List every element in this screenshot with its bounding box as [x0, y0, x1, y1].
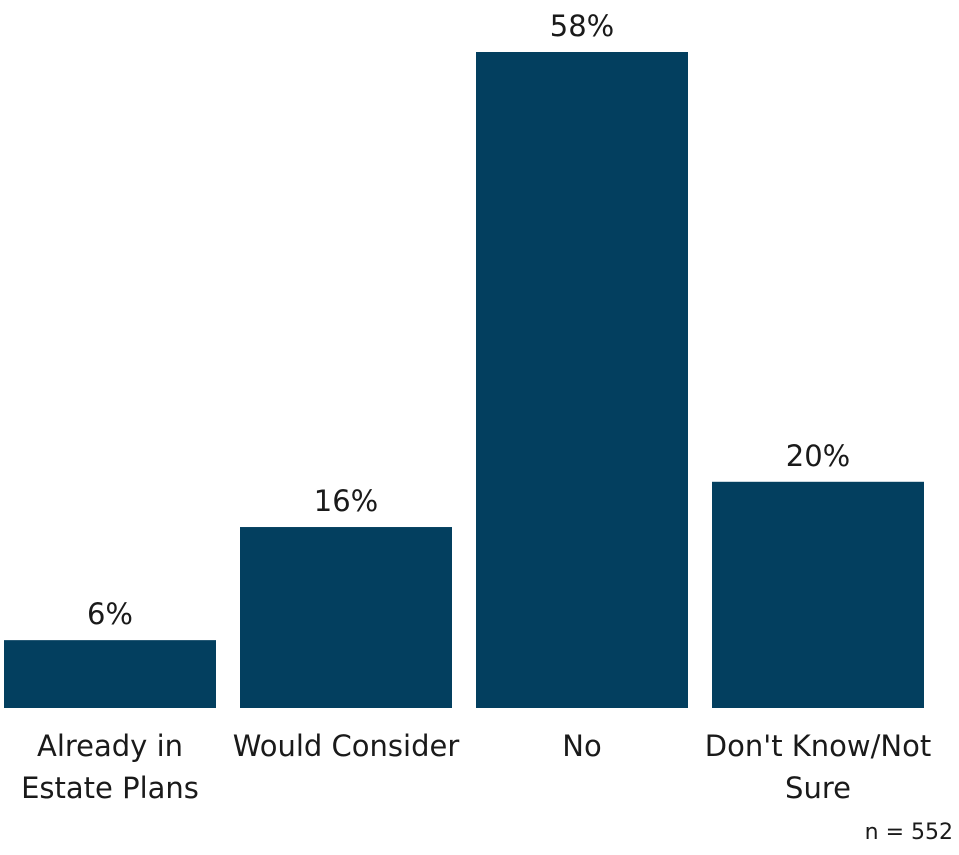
- category-label-0: Already in Estate Plans: [21, 729, 199, 805]
- value-label-0: 6%: [87, 597, 133, 631]
- category-label-line: Estate Plans: [21, 771, 199, 805]
- category-label-2: No: [562, 729, 601, 763]
- bar-1: [240, 527, 452, 708]
- value-labels-group: 6% 16% 58% 20%: [87, 9, 850, 631]
- value-label-2: 58%: [550, 9, 614, 43]
- category-label-3: Don't Know/Not Sure: [705, 729, 931, 805]
- bars-group: [4, 52, 924, 708]
- value-label-3: 20%: [786, 439, 850, 473]
- bar-3: [712, 481, 924, 708]
- sample-size-note: n = 552: [864, 820, 953, 845]
- category-label-line: Already in: [37, 729, 183, 763]
- category-label-line: No: [562, 729, 601, 763]
- category-label-1: Would Consider: [233, 729, 460, 763]
- category-label-line: Don't Know/Not: [705, 729, 931, 763]
- value-label-1: 16%: [314, 484, 378, 518]
- bar-0: [4, 640, 216, 708]
- category-label-line: Would Consider: [233, 729, 460, 763]
- bar-2: [476, 52, 688, 708]
- category-labels-group: Already in Estate Plans Would Consider No Do…: [21, 729, 931, 805]
- category-label-line: Sure: [785, 771, 851, 805]
